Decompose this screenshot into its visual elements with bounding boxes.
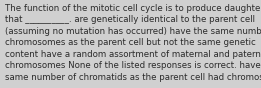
Text: content have a random assortment of maternal and paternal: content have a random assortment of mate… xyxy=(5,50,261,59)
Text: same number of chromatids as the parent cell had chromosomes: same number of chromatids as the parent … xyxy=(5,73,261,82)
Text: chromosomes as the parent cell but not the same genetic: chromosomes as the parent cell but not t… xyxy=(5,38,256,47)
Text: (assuming no mutation has occurred) have the same number of: (assuming no mutation has occurred) have… xyxy=(5,27,261,36)
Text: that __________. are genetically identical to the parent cell: that __________. are genetically identic… xyxy=(5,15,255,24)
Text: chromosomes None of the listed responses is correct. have the: chromosomes None of the listed responses… xyxy=(5,61,261,70)
Text: The function of the mitotic cell cycle is to produce daughter cells: The function of the mitotic cell cycle i… xyxy=(5,4,261,12)
